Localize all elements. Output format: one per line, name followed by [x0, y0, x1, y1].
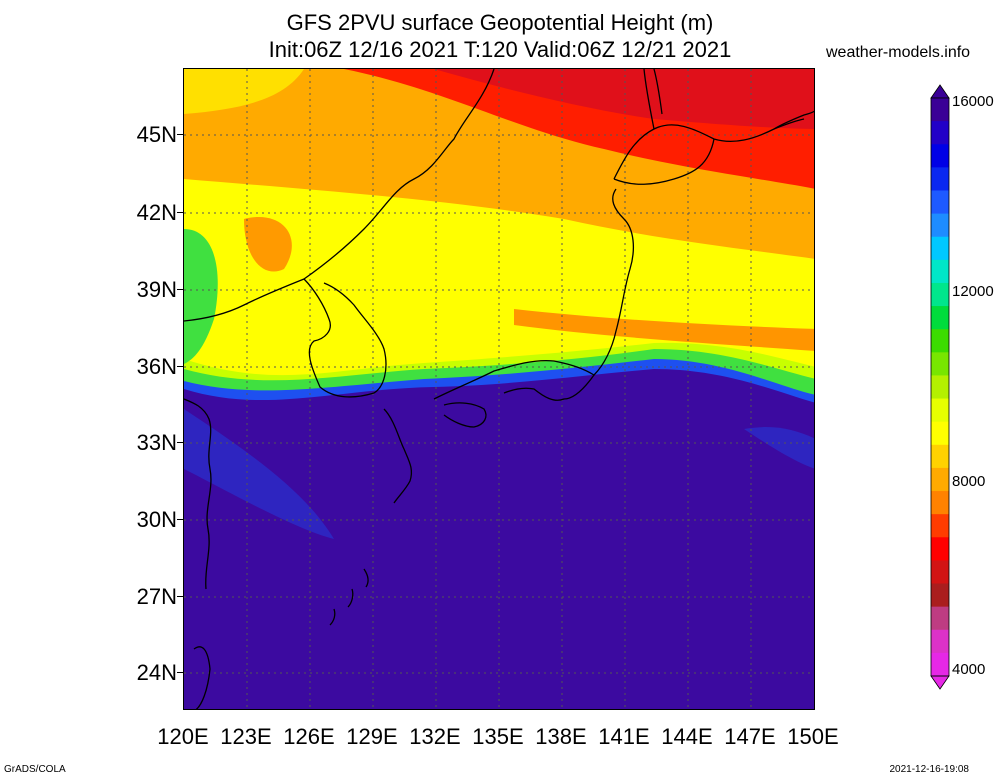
- map-canvas: [184, 69, 814, 709]
- colorbar-scale: [930, 84, 950, 690]
- colorbar-swatch: [931, 537, 949, 561]
- lat-tick: [177, 289, 183, 290]
- lat-label-30n: 30N: [136, 507, 177, 532]
- colorbar-swatch: [931, 491, 949, 515]
- colorbar: [930, 84, 950, 695]
- colorbar-swatch: [931, 398, 949, 423]
- field-orange-strip: [514, 309, 814, 351]
- site-label: weather-models.info: [826, 44, 971, 61]
- lat-label-33n: 33N: [136, 430, 177, 455]
- colorbar-swatch: [931, 213, 949, 238]
- footer-software: GrADS/COLA: [4, 764, 66, 775]
- colorbar-swatch: [931, 190, 949, 215]
- lon-label-132e: 132E: [409, 724, 461, 749]
- colorbar-frame: [930, 97, 950, 677]
- colorbar-swatch: [931, 560, 949, 585]
- lon-label-147e: 147E: [724, 724, 776, 749]
- lon-label-123e: 123E: [220, 724, 272, 749]
- lon-label-126e: 126E: [283, 724, 335, 749]
- field-orange-patch: [244, 217, 292, 272]
- lat-tick: [177, 442, 183, 443]
- colorbar-label-16000: 16000: [952, 93, 994, 110]
- footer-timestamp: 2021-12-16-19:08: [889, 764, 969, 775]
- colorbar-swatch: [931, 259, 949, 284]
- lon-label-120e: 120E: [157, 724, 209, 749]
- lon-label-129e: 129E: [346, 724, 398, 749]
- lat-tick: [177, 366, 183, 367]
- field-green-west: [184, 229, 218, 364]
- colorbar-swatch: [931, 652, 949, 677]
- field-yellow-top: [184, 69, 304, 114]
- lat-label-27n: 27N: [136, 584, 177, 609]
- colorbar-swatch: [931, 375, 949, 400]
- lat-tick: [177, 134, 183, 135]
- colorbar-swatch: [931, 306, 949, 330]
- title-line2: Init:06Z 12/16 2021 T:120 Valid:06Z 12/2…: [268, 37, 732, 62]
- lat-label-45n: 45N: [136, 122, 177, 147]
- lat-tick: [177, 672, 183, 673]
- lon-label-138e: 138E: [535, 724, 587, 749]
- lon-label-141e: 141E: [598, 724, 650, 749]
- field-blue-speckle: [184, 409, 334, 539]
- coastlines: [184, 69, 814, 709]
- colorbar-label-4000: 4000: [952, 661, 986, 678]
- colorbar-swatch: [931, 144, 949, 168]
- lon-label-150e: 150E: [787, 724, 839, 749]
- colorbar-label-12000: 12000: [952, 283, 994, 300]
- colorbar-swatch: [931, 606, 949, 631]
- colorbar-label-8000: 8000: [952, 473, 986, 490]
- lat-tick: [177, 519, 183, 520]
- colorbar-swatch: [931, 236, 949, 261]
- lat-tick: [177, 596, 183, 597]
- colorbar-swatch: [931, 583, 949, 608]
- colorbar-swatch: [931, 282, 949, 307]
- colorbar-swatch: [931, 444, 949, 469]
- colorbar-swatch: [931, 121, 949, 145]
- field-blue-speckle-east: [744, 427, 814, 469]
- title-line1: GFS 2PVU surface Geopotential Height (m): [286, 10, 714, 35]
- colorbar-swatch: [931, 167, 949, 191]
- colorbar-arrow-bottom: [930, 675, 950, 690]
- colorbar-swatch: [931, 514, 949, 538]
- lon-label-135e: 135E: [472, 724, 524, 749]
- colorbar-swatch: [931, 329, 949, 353]
- colorbar-swatch: [931, 98, 949, 122]
- lat-label-24n: 24N: [136, 660, 177, 685]
- colorbar-swatch: [931, 352, 949, 376]
- grid-lines: [184, 69, 814, 709]
- map-panel: [183, 68, 815, 710]
- lat-label-39n: 39N: [136, 277, 177, 302]
- lat-label-42n: 42N: [136, 200, 177, 225]
- lon-label-144e: 144E: [661, 724, 713, 749]
- colorbar-swatch: [931, 467, 949, 492]
- colorbar-swatch: [931, 421, 949, 446]
- colorbar-arrow-top: [930, 84, 950, 99]
- field-deep-red: [434, 69, 814, 129]
- lat-tick: [177, 212, 183, 213]
- lat-label-36n: 36N: [136, 354, 177, 379]
- colorbar-swatch: [931, 629, 949, 654]
